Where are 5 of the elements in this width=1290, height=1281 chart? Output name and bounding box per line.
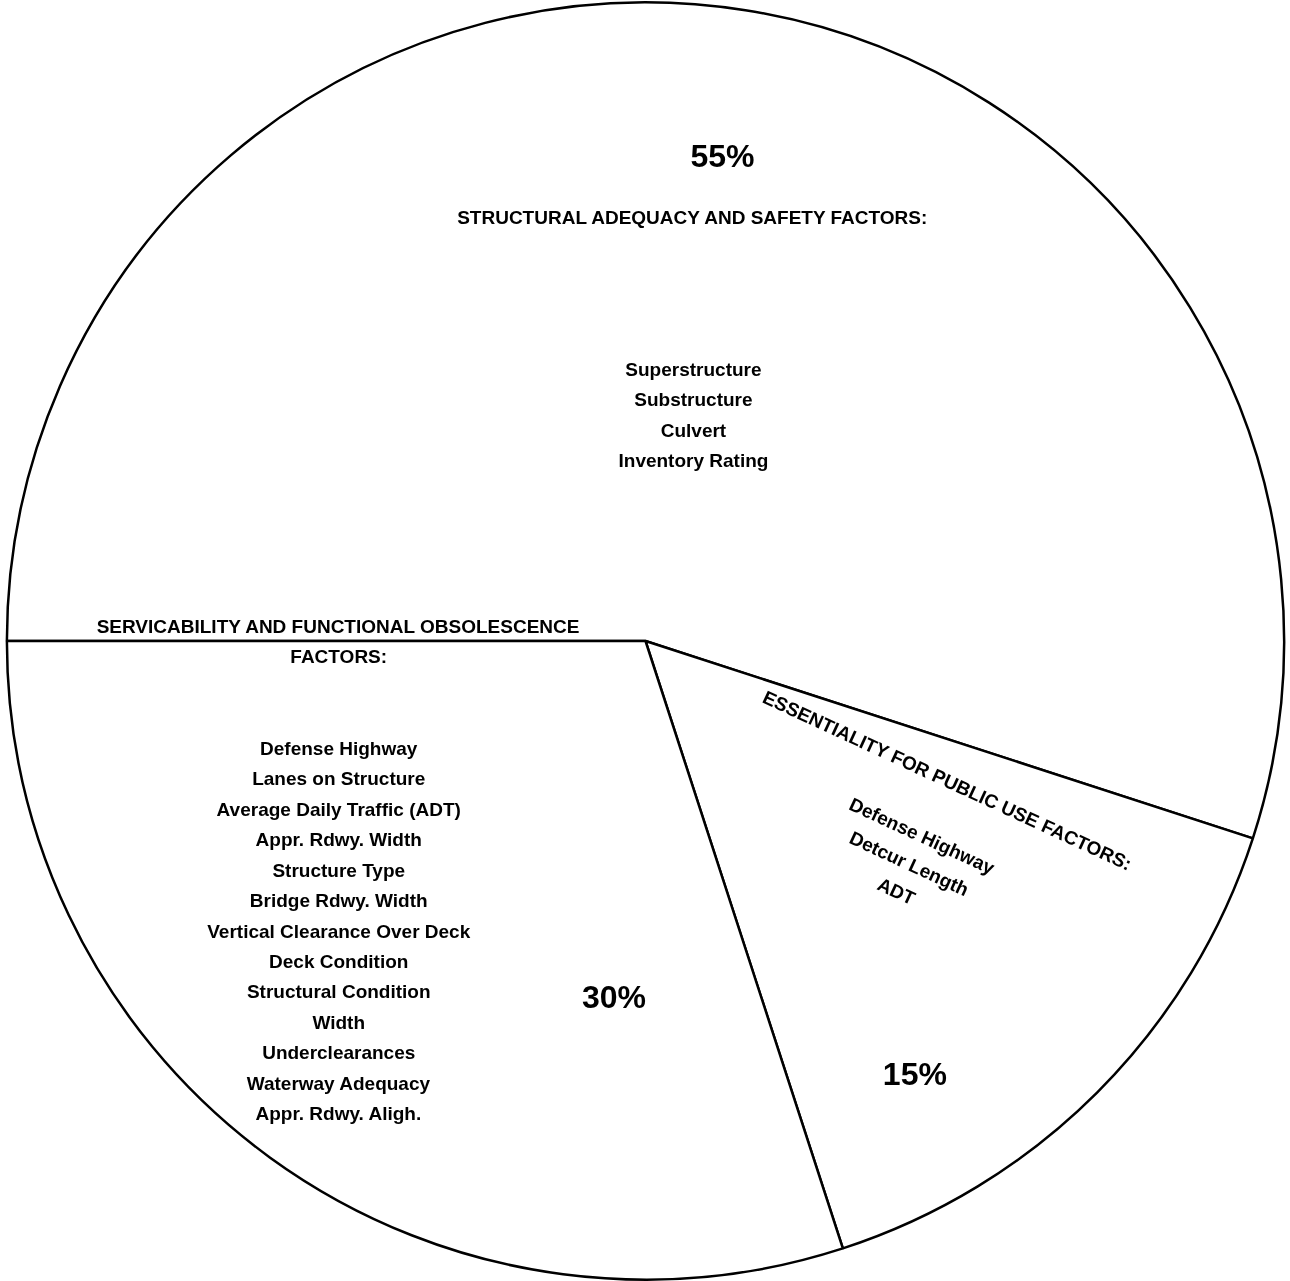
data-label: 55% xyxy=(690,138,755,175)
data-label: 15% xyxy=(882,1056,947,1093)
data-label: 30% xyxy=(581,978,646,1015)
category-label: STRUCTURAL ADEQUACY AND SAFETY FACTORS: Superstructure Substructure Culvert Inventory Rating xyxy=(457,206,928,472)
category-label: SERVICABILITY AND FUNCTIONAL OBSOLESCENCE FACTORS: Defense Highway Lanes on Structure Average Daily Traffic (ADT) Appr. Rdwy. Width Structure Type Bridge Rdwy. Width Vertical Clearance Over Deck Deck Condition Structural Condition Width Underclearances Waterway Adequacy Appr. Rdwy. Aligh. xyxy=(96,616,580,1125)
